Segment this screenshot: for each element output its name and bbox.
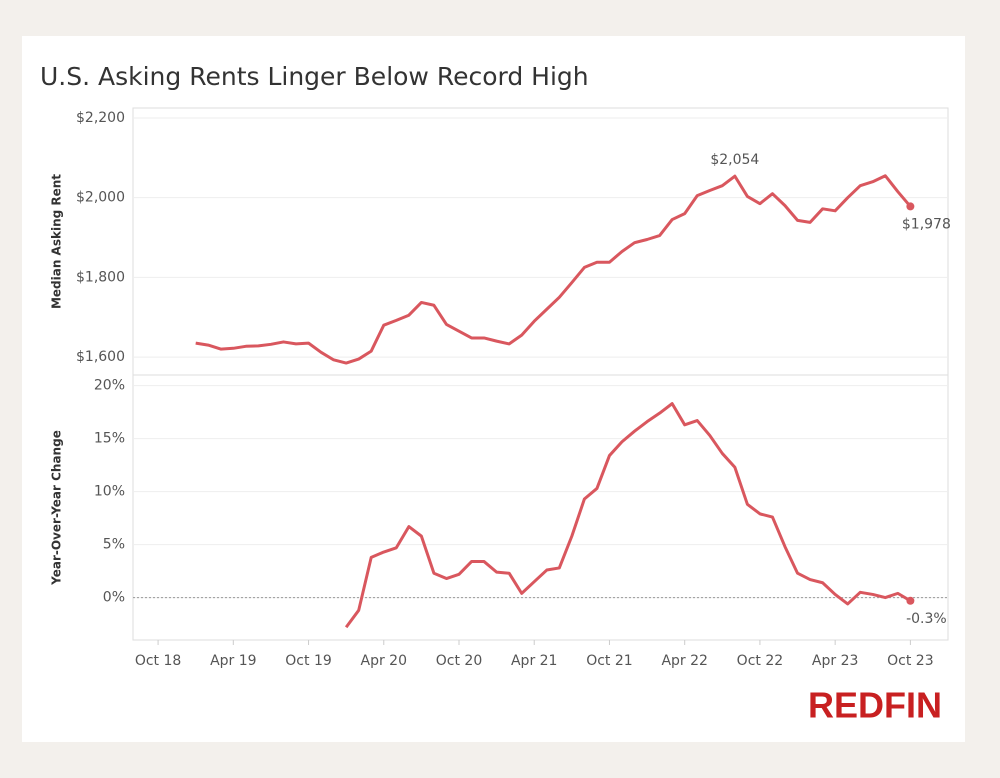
x-tick-label: Apr 21	[511, 653, 557, 669]
annotation: -0.3%	[906, 611, 947, 627]
y-axis-label: Median Asking Rent	[50, 174, 64, 309]
card	[22, 36, 965, 742]
x-tick-label: Apr 20	[361, 653, 407, 669]
x-tick-label: Oct 21	[586, 653, 632, 669]
y-axis-label: Year-Over-Year Change	[50, 430, 64, 586]
y-tick-label: 15%	[94, 431, 125, 447]
y-tick-label: $2,200	[76, 110, 125, 126]
x-tick-label: Oct 22	[737, 653, 783, 669]
end-dot	[906, 596, 915, 605]
y-tick-label: $1,800	[76, 269, 125, 285]
x-tick-label: Apr 23	[812, 653, 858, 669]
logo: REDFIN	[808, 685, 942, 726]
x-tick-label: Apr 22	[661, 653, 707, 669]
y-tick-label: $1,600	[76, 349, 125, 365]
annotation: $2,054	[710, 152, 759, 168]
annotation: $1,978	[902, 216, 951, 232]
end-dot	[906, 202, 915, 211]
line	[195, 174, 912, 365]
y-tick-label: 10%	[94, 484, 125, 500]
x-tick-label: Apr 19	[210, 653, 256, 669]
line	[344, 402, 912, 629]
x-tick-label: Oct 18	[135, 653, 181, 669]
x-tick-label: Oct 23	[887, 653, 933, 669]
x-tick-label: Oct 19	[285, 653, 331, 669]
y-tick-label: $2,000	[76, 190, 125, 206]
y-tick-label: 20%	[94, 378, 125, 394]
y-tick-label: 0%	[103, 590, 125, 606]
x-tick-label: Oct 20	[436, 653, 482, 669]
chart-title: U.S. Asking Rents Linger Below Record Hi…	[40, 62, 589, 91]
y-tick-label: 5%	[103, 537, 125, 553]
plot-frame	[132, 374, 949, 641]
